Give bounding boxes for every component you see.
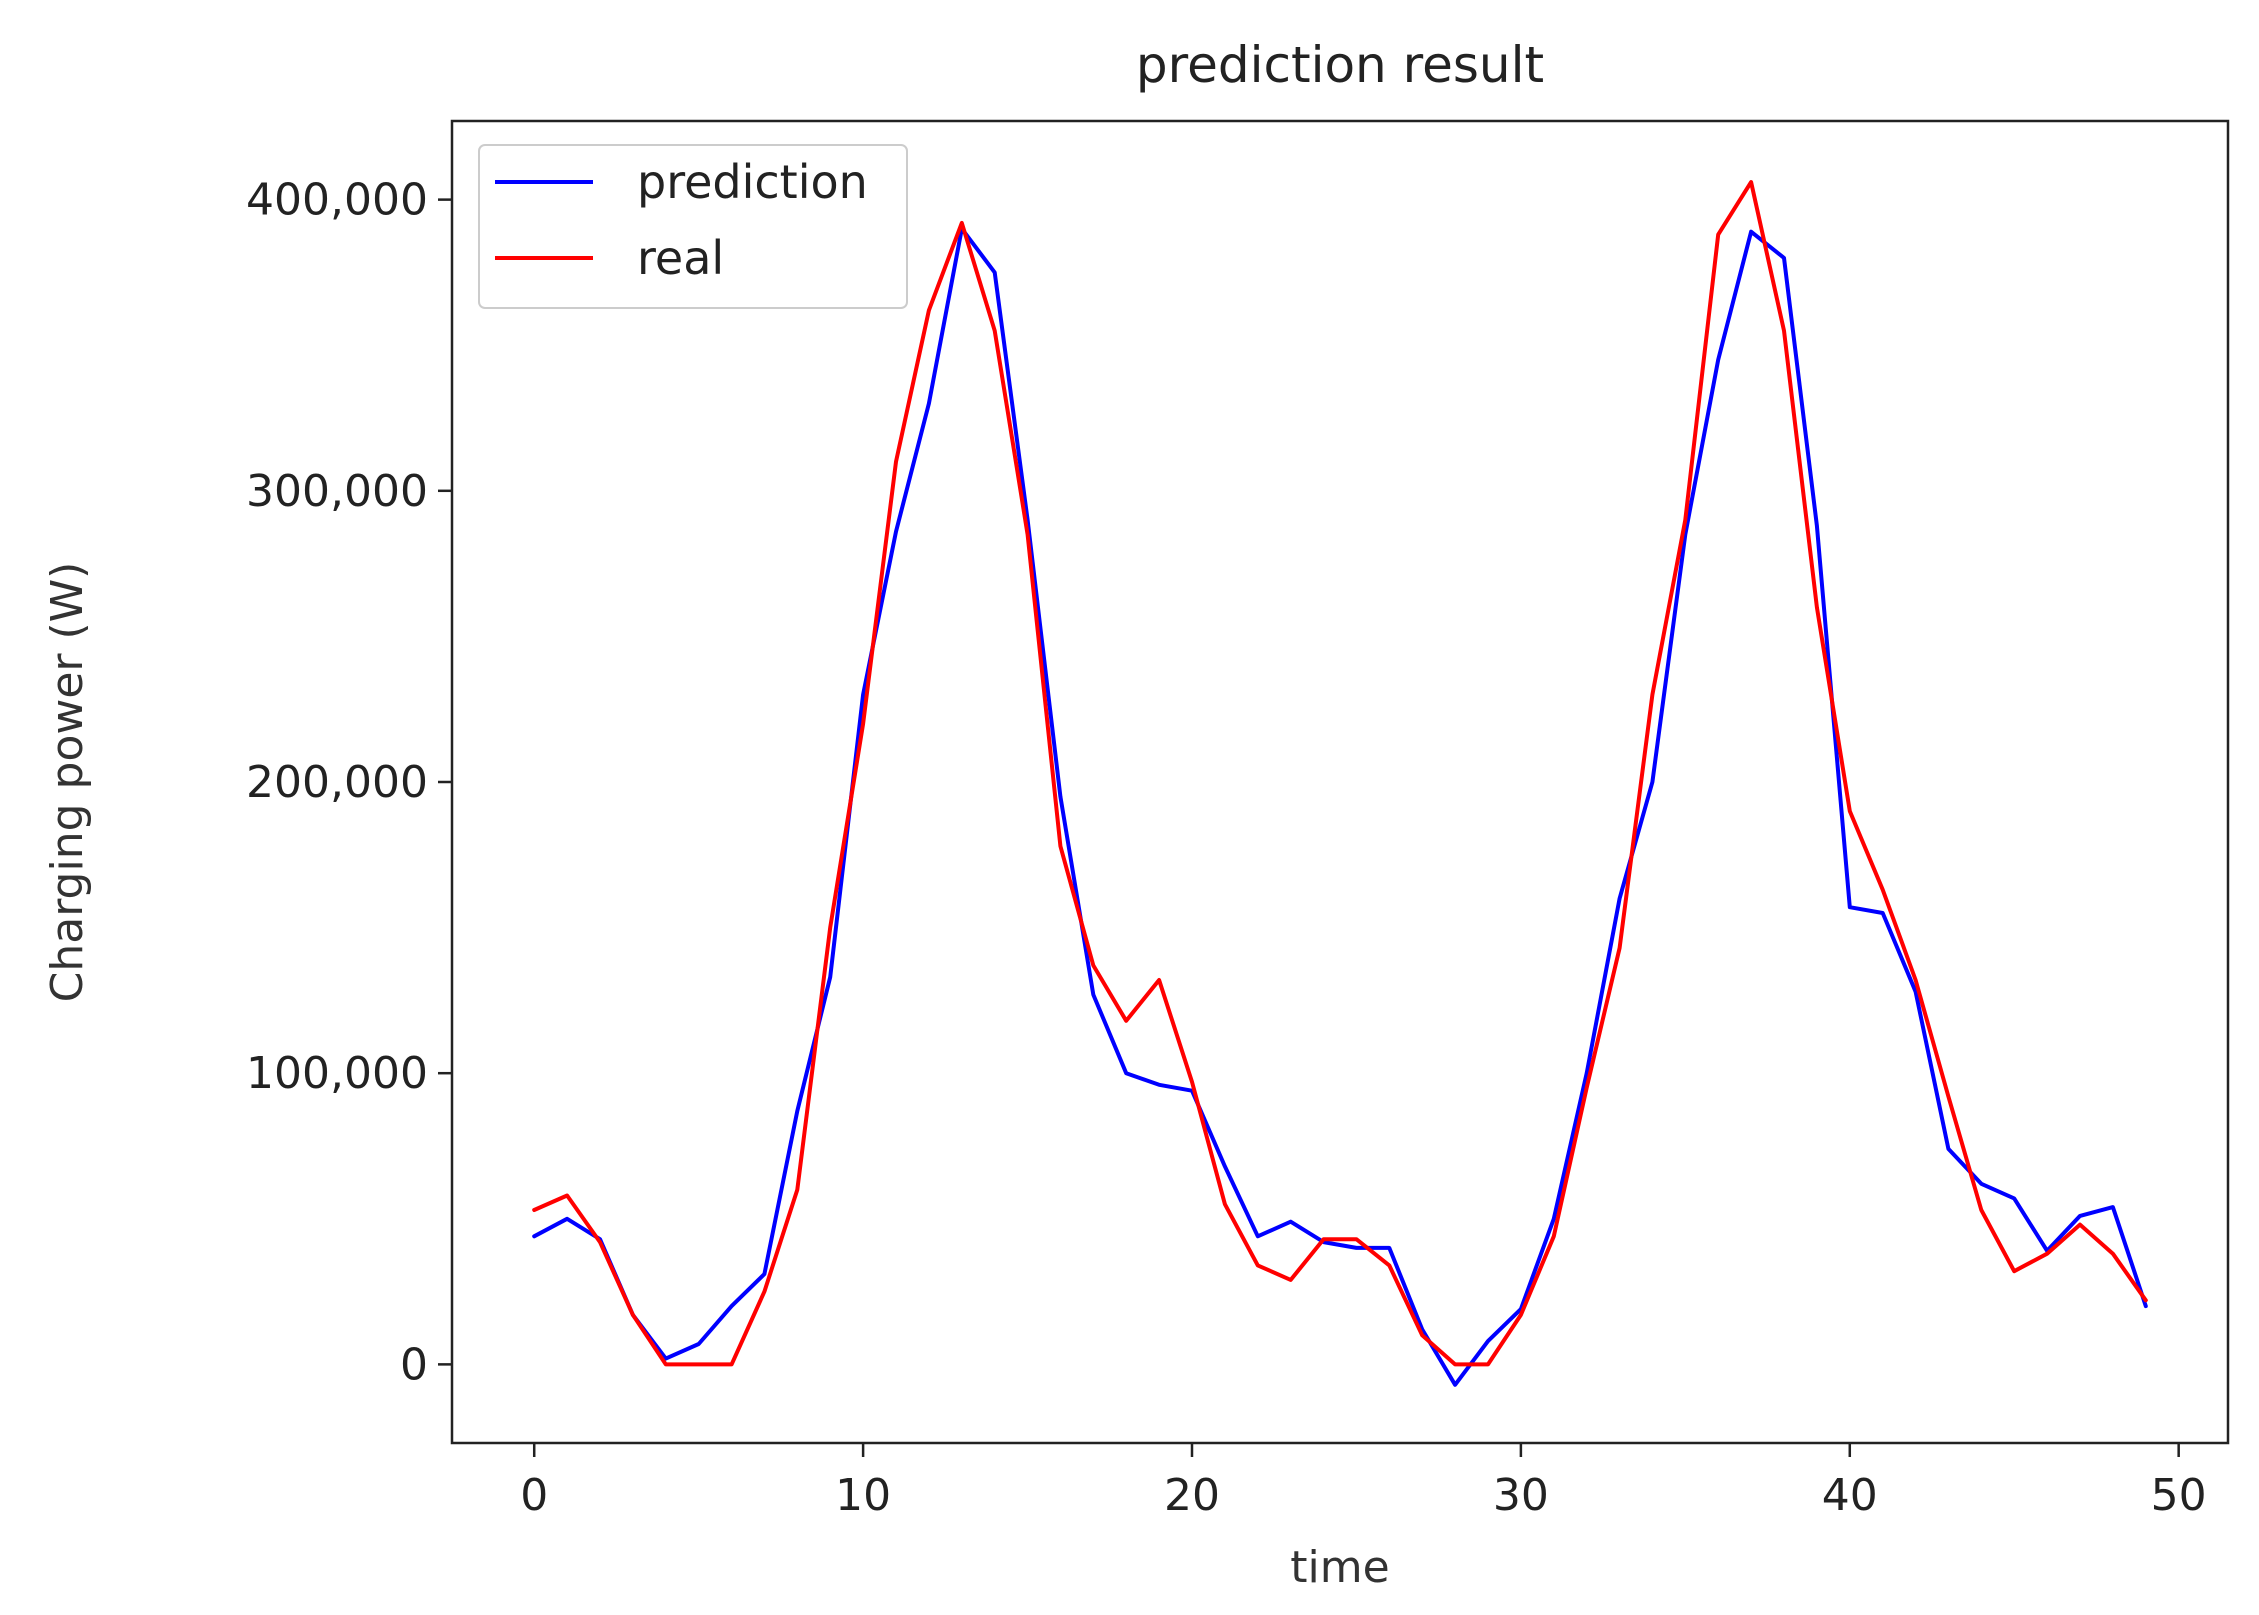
legend-box (478, 144, 908, 309)
series-line-real (532, 180, 2148, 1367)
x-tick-label: 50 (2151, 1470, 2207, 1521)
y-axis-label: Charging power (W) (42, 562, 93, 1003)
y-tick-label: 200,000 (246, 757, 428, 808)
legend-label-real: real (637, 231, 724, 285)
series-layer (532, 180, 2148, 1387)
x-tick-label: 10 (835, 1470, 891, 1521)
x-tick-label: 0 (520, 1470, 548, 1521)
legend-label-prediction: prediction (637, 155, 868, 209)
y-tick-label: 0 (400, 1339, 428, 1390)
x-tick-label: 30 (1493, 1470, 1549, 1521)
y-axis: 0 100,000 200,000 300,000 400,000 (246, 175, 452, 1390)
legend: prediction real (478, 144, 908, 309)
x-axis: 0 10 20 30 40 50 (520, 1443, 2207, 1521)
x-axis-label: time (1290, 1542, 1389, 1593)
y-tick-label: 100,000 (246, 1048, 428, 1099)
x-tick-label: 40 (1822, 1470, 1878, 1521)
chart-title: prediction result (1136, 36, 1544, 94)
y-tick-label: 400,000 (246, 175, 428, 226)
x-tick-label: 20 (1164, 1470, 1220, 1521)
y-tick-label: 300,000 (246, 466, 428, 517)
series-line-prediction (532, 226, 2148, 1387)
